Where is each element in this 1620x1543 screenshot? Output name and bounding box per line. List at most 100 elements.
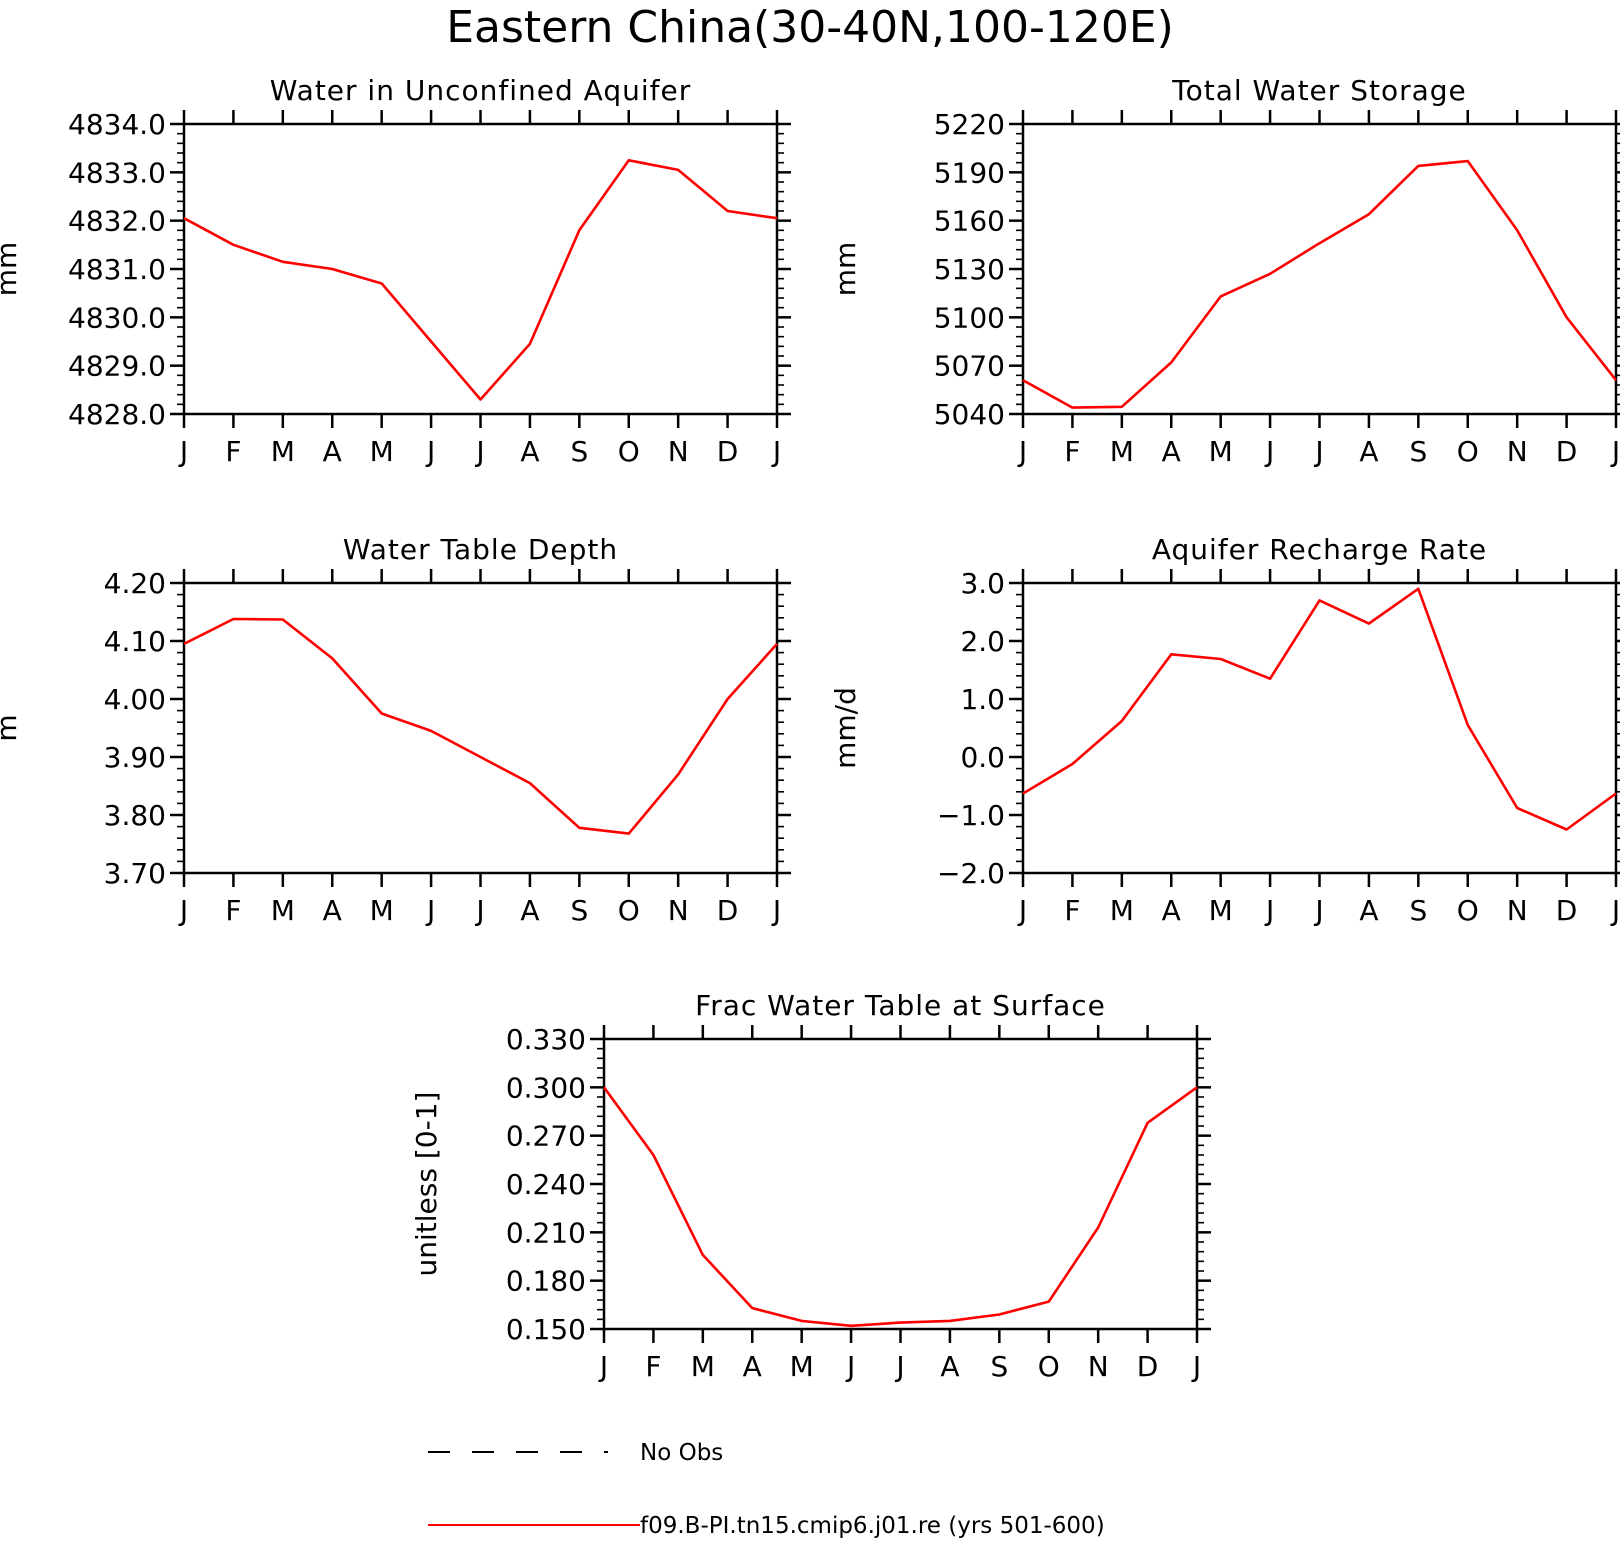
x-tick-label: J xyxy=(1264,435,1274,468)
x-tick-label: A xyxy=(1162,894,1181,927)
x-tick-label: J xyxy=(598,1350,608,1383)
x-tick-label: J xyxy=(1610,894,1620,927)
x-tick-label: J xyxy=(845,1350,855,1383)
x-tick-label: A xyxy=(743,1350,762,1383)
x-tick-label: J xyxy=(178,894,188,927)
y-tick-label: 0.210 xyxy=(506,1216,586,1249)
x-tick-label: O xyxy=(1457,894,1479,927)
y-tick-label: 5190 xyxy=(934,156,1005,189)
y-tick-label: 4.00 xyxy=(104,683,166,716)
y-tick-label: 0.180 xyxy=(506,1265,586,1298)
y-tick-label: −2.0 xyxy=(937,857,1005,890)
y-tick-label: 5130 xyxy=(934,253,1005,286)
x-tick-label: A xyxy=(323,435,342,468)
x-tick-label: F xyxy=(1064,435,1080,468)
x-tick-label: J xyxy=(1017,894,1027,927)
series-line-1 xyxy=(183,159,778,401)
y-tick-label: 0.240 xyxy=(506,1168,586,1201)
plot-title: Aquifer Recharge Rate xyxy=(1152,533,1487,566)
x-tick-label: J xyxy=(178,435,188,468)
x-tick-label: A xyxy=(520,894,539,927)
x-tick-label: S xyxy=(570,894,588,927)
legend: No Obs f09.B-PI.tn15.cmip6.j01.re (yrs 5… xyxy=(428,1440,1105,1539)
y-tick-label: 5160 xyxy=(934,205,1005,238)
x-tick-label: M xyxy=(1209,435,1233,468)
x-tick-label: M xyxy=(370,894,394,927)
x-tick-label: J xyxy=(771,894,781,927)
y-tick-label: 3.90 xyxy=(104,741,166,774)
y-tick-label: 5070 xyxy=(934,350,1005,383)
x-tick-label: D xyxy=(717,894,739,927)
y-tick-label: 5100 xyxy=(934,301,1005,334)
y-tick-label: 2.0 xyxy=(960,625,1005,658)
y-tick-label: 5040 xyxy=(934,398,1005,431)
figure-title: Eastern China(30-40N,100-120E) xyxy=(446,2,1174,53)
x-tick-label: F xyxy=(1064,894,1080,927)
y-tick-label: 3.70 xyxy=(104,857,166,890)
y-tick-label: 3.0 xyxy=(960,567,1005,600)
series-line-1 xyxy=(602,1086,1198,1328)
y-tick-label: 3.80 xyxy=(104,799,166,832)
x-tick-label: N xyxy=(1507,435,1528,468)
x-tick-label: J xyxy=(1313,894,1323,927)
x-tick-label: J xyxy=(894,1350,904,1383)
x-tick-label: M xyxy=(691,1350,715,1383)
x-tick-label: M xyxy=(370,435,394,468)
y-tick-label: 4829.0 xyxy=(68,350,166,383)
x-tick-label: M xyxy=(1209,894,1233,927)
x-tick-label: N xyxy=(668,435,689,468)
x-tick-label: J xyxy=(1191,1350,1201,1383)
x-tick-label: A xyxy=(940,1350,959,1383)
plot-title: Frac Water Table at Surface xyxy=(695,989,1106,1022)
y-tick-label: 4828.0 xyxy=(68,398,166,431)
y-tick-label: 0.300 xyxy=(506,1071,586,1104)
x-tick-label: F xyxy=(645,1350,661,1383)
x-tick-label: J xyxy=(1264,894,1274,927)
plot-title: Total Water Storage xyxy=(1171,74,1467,107)
x-tick-label: O xyxy=(1038,1350,1060,1383)
y-tick-label: 5220 xyxy=(934,108,1005,141)
y-tick-label: 4833.0 xyxy=(68,156,166,189)
x-tick-label: M xyxy=(271,435,295,468)
x-tick-label: M xyxy=(790,1350,814,1383)
x-tick-label: O xyxy=(1457,435,1479,468)
y-tick-label: −1.0 xyxy=(937,799,1005,832)
x-tick-label: J xyxy=(1610,435,1620,468)
x-tick-label: N xyxy=(668,894,689,927)
x-tick-label: A xyxy=(1359,894,1378,927)
x-tick-label: J xyxy=(1017,435,1027,468)
x-tick-label: S xyxy=(990,1350,1008,1383)
x-tick-label: F xyxy=(225,435,241,468)
y-tick-label: 4.10 xyxy=(104,625,166,658)
x-tick-label: A xyxy=(520,435,539,468)
x-tick-label: D xyxy=(717,435,739,468)
x-tick-label: M xyxy=(1110,435,1134,468)
plot-frame xyxy=(602,1037,1199,1331)
x-tick-label: N xyxy=(1088,1350,1109,1383)
y-axis-label: unitless [0-1] xyxy=(410,1092,443,1277)
x-tick-label: S xyxy=(1409,894,1427,927)
x-tick-label: J xyxy=(771,435,781,468)
y-axis-label: mm xyxy=(0,242,23,297)
plot-title: Water in Unconfined Aquifer xyxy=(270,74,691,107)
legend-model-label: f09.B-PI.tn15.cmip6.j01.re (yrs 501-600) xyxy=(640,1513,1105,1539)
plot-frame xyxy=(1021,122,1618,416)
y-tick-label: 0.150 xyxy=(506,1313,586,1346)
series-line-1 xyxy=(1022,159,1618,409)
y-axis-label: mm xyxy=(829,242,862,297)
y-tick-label: 4.20 xyxy=(104,567,166,600)
x-tick-label: M xyxy=(271,894,295,927)
y-tick-label: 0.0 xyxy=(960,741,1005,774)
y-axis-label: m xyxy=(0,714,23,741)
x-tick-label: D xyxy=(1556,894,1578,927)
y-tick-label: 4834.0 xyxy=(68,108,166,141)
x-tick-label: J xyxy=(474,435,484,468)
x-tick-label: A xyxy=(323,894,342,927)
